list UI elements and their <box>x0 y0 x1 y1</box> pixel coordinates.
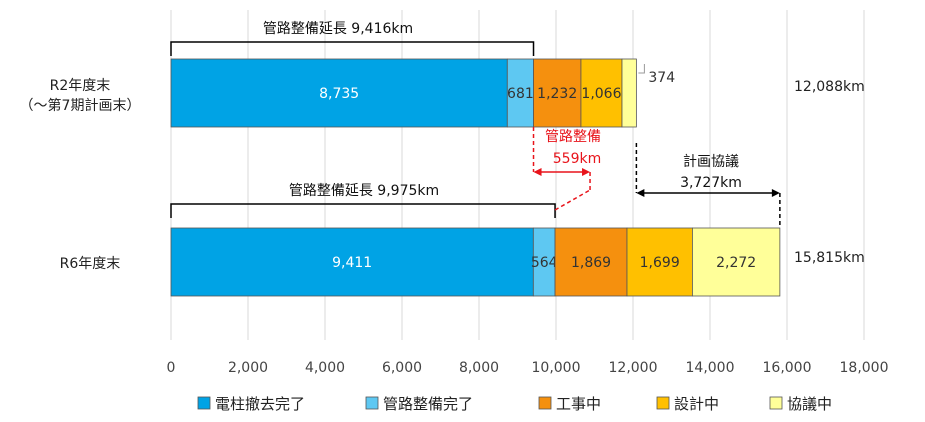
x-tick-label: 14,000 <box>686 360 735 376</box>
x-tick-label: 8,000 <box>459 360 499 376</box>
plan-consultation-label-1: 計画協議 <box>683 153 739 170</box>
legend-swatch <box>365 396 379 410</box>
x-tick-label: 12,000 <box>609 360 658 376</box>
legend-swatch <box>769 396 783 410</box>
bar-segment <box>170 227 534 297</box>
pipe-increase-connector <box>532 127 591 211</box>
leader-374 <box>638 64 645 74</box>
data-label: 9,411 <box>332 255 372 271</box>
x-tick-label: 10,000 <box>532 360 581 376</box>
legend-swatch <box>656 396 670 410</box>
x-axis-tick-labels: 0 2,000 4,000 6,000 8,000 10,000 12,000 14,000 1… <box>167 360 889 376</box>
bracket-pipe-length-r2 <box>170 41 535 56</box>
plan-consultation-connector <box>635 143 781 226</box>
total-label-r2: 12,088km <box>794 79 865 95</box>
data-label: 2,272 <box>716 255 756 271</box>
x-tick-label: 6,000 <box>382 360 422 376</box>
plan-consultation-label-2: 3,727km <box>680 175 742 191</box>
bracket-pipe-length-r6 <box>170 203 556 218</box>
legend-label: 協議中 <box>787 395 832 413</box>
bar-segment <box>533 58 582 128</box>
data-label: 564 <box>531 255 558 271</box>
legend-label: 管路整備完了 <box>383 395 473 413</box>
bar-segment <box>692 227 781 297</box>
x-tick-label: 0 <box>167 360 176 376</box>
pipe-increase-label-1: 管路整備 <box>545 129 601 145</box>
legend-label: 設計中 <box>674 395 719 413</box>
data-label: 1,066 <box>581 86 621 102</box>
bar-segment <box>170 58 508 128</box>
data-label: 1,699 <box>640 255 680 271</box>
data-label: 681 <box>507 86 534 102</box>
legend-swatch <box>197 396 211 410</box>
pipe-increase-label-2: 559km <box>553 151 601 167</box>
bar-segment <box>506 58 534 128</box>
category-label-r6: R6年度末 <box>60 256 121 272</box>
x-tick-label: 16,000 <box>763 360 812 376</box>
bar-segment <box>554 227 628 297</box>
x-tick-label: 4,000 <box>305 360 345 376</box>
x-tick-label: 2,000 <box>228 360 268 376</box>
legend-label: 工事中 <box>556 395 601 413</box>
data-label: 8,735 <box>319 86 359 102</box>
legend: 電柱撤去完了 管路整備完了 工事中 設計中 協議中 <box>197 395 832 413</box>
category-label-r2-line1: R2年度末 <box>50 78 111 94</box>
bars: 8,735 681 1,232 1,066 374 9,411 564 1,869 1,699 2… <box>170 58 781 297</box>
bar-segment <box>580 58 623 128</box>
pipe-length-r2-label: 管路整備延長 9,416km <box>263 21 413 37</box>
bar-segment <box>626 227 693 297</box>
pipe-length-r6-label: 管路整備延長 9,975km <box>289 183 439 199</box>
data-label: 1,869 <box>571 255 611 271</box>
bar-segment <box>621 58 637 128</box>
total-label-r6: 15,815km <box>794 250 865 266</box>
data-label: 1,232 <box>537 86 577 102</box>
legend-swatch <box>538 396 552 410</box>
data-label: 374 <box>648 70 675 86</box>
legend-label: 電柱撤去完了 <box>215 395 305 413</box>
x-tick-label: 18,000 <box>840 360 889 376</box>
category-label-r2-line2: （～第7期計画末） <box>20 97 141 114</box>
